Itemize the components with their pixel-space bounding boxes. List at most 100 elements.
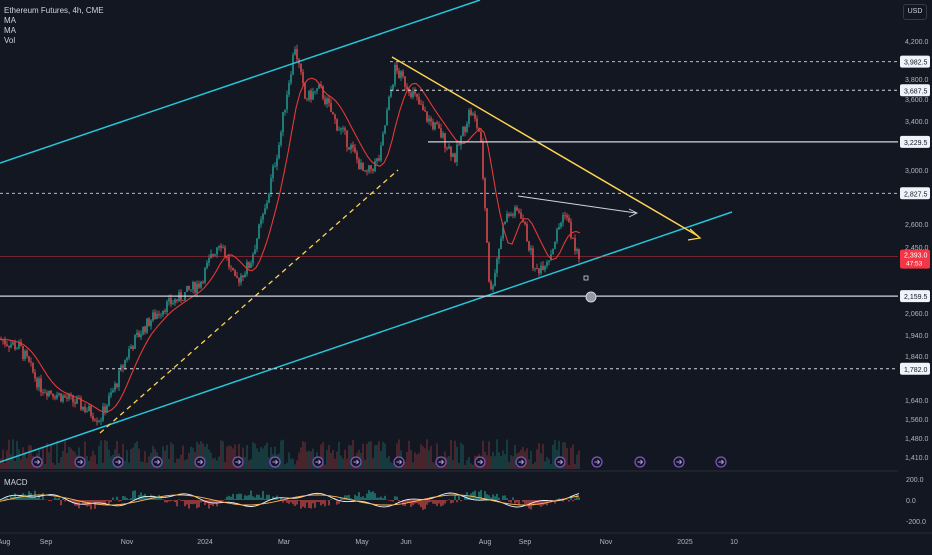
volume-bar <box>500 456 501 469</box>
candle-body <box>554 242 555 249</box>
candle-body <box>100 420 101 421</box>
macd-histogram-bar <box>292 500 293 504</box>
macd-label[interactable]: MACD <box>4 478 28 487</box>
descending-trendline[interactable] <box>392 57 698 236</box>
candle-body <box>90 406 91 416</box>
macd-histogram-bar <box>372 491 373 500</box>
macd-histogram-bar <box>188 500 189 509</box>
volume-bar <box>504 454 505 469</box>
macd-histogram-bar <box>424 500 425 509</box>
price-level-label: 2,159.5 <box>904 294 927 301</box>
cursor-marker[interactable] <box>586 292 596 302</box>
candle-body <box>358 159 359 169</box>
volume-bar <box>94 455 95 469</box>
macd-histogram-bar <box>474 491 475 500</box>
candle-body <box>170 298 171 304</box>
candle-body <box>88 406 89 411</box>
candle-body <box>520 213 521 219</box>
volume-bar <box>382 442 383 469</box>
volume-bar <box>138 449 139 469</box>
candle-body <box>546 262 547 266</box>
candle-body <box>68 395 69 399</box>
candle-body <box>512 214 513 215</box>
projection-arrow-line[interactable] <box>518 196 636 213</box>
volume-bar <box>336 452 337 469</box>
candle-body <box>368 165 369 171</box>
volume-bar <box>128 463 129 469</box>
volume-bar <box>266 443 267 469</box>
candle-body <box>412 91 413 97</box>
candle-body <box>326 98 327 104</box>
macd-histogram-bar <box>196 500 197 508</box>
macd-histogram-bar <box>110 500 111 502</box>
macd-histogram-bar <box>58 498 59 500</box>
volume-bar <box>288 452 289 469</box>
macd-histogram-bar <box>514 500 515 504</box>
candle-body <box>166 302 167 313</box>
candle-body <box>360 163 361 170</box>
legend-ma-2[interactable]: MA <box>4 26 104 36</box>
candle-body <box>410 92 411 97</box>
macd-histogram-bar <box>412 500 413 505</box>
candle-body <box>486 208 487 243</box>
macd-histogram-bar <box>258 495 259 500</box>
candle-body <box>416 94 417 97</box>
legend-ma-1[interactable]: MA <box>4 16 104 26</box>
symbol-title[interactable]: Ethereum Futures, 4h, CME <box>4 6 104 16</box>
volume-bar <box>178 459 179 469</box>
volume-bar <box>68 447 69 469</box>
candle-body <box>210 254 211 258</box>
candle-body <box>578 249 579 259</box>
legend-vol[interactable]: Vol <box>4 36 104 46</box>
macd-histogram-bar <box>18 496 19 500</box>
volume-bar <box>100 440 101 469</box>
volume-bar <box>66 453 67 469</box>
price-tick-label: 1,940.0 <box>905 333 928 340</box>
currency-button[interactable]: USD <box>903 4 927 20</box>
candle-body <box>544 266 545 270</box>
candle-body <box>354 147 355 152</box>
macd-histogram-bar <box>438 500 439 503</box>
volume-bar <box>546 457 547 469</box>
moving-average-line[interactable] <box>0 78 580 412</box>
macd-histogram-bar <box>360 497 361 500</box>
volume-bar <box>462 445 463 469</box>
candle-body <box>536 268 537 269</box>
macd-histogram-bar <box>14 493 15 500</box>
macd-histogram-bar <box>316 500 317 502</box>
candle-body <box>234 270 235 276</box>
candle-body <box>496 259 497 273</box>
macd-histogram-bar <box>496 494 497 500</box>
volume-bar <box>450 440 451 469</box>
candle-body <box>284 110 285 112</box>
volume-bar <box>42 448 43 469</box>
macd-histogram-bar <box>192 500 193 504</box>
volume-bar <box>244 457 245 469</box>
macd-histogram-bar <box>502 496 503 500</box>
volume-bar <box>20 459 21 469</box>
volume-bar <box>498 452 499 469</box>
macd-histogram-bar <box>566 499 567 500</box>
volume-bar <box>392 463 393 469</box>
macd-histogram-bar <box>506 498 507 500</box>
candle-body <box>10 345 11 348</box>
candle-body <box>136 333 137 335</box>
macd-histogram-bar <box>246 496 247 500</box>
candle-body <box>374 161 375 171</box>
drawing-handle[interactable] <box>584 276 588 280</box>
macd-histogram-bar <box>516 500 517 502</box>
volume-bar <box>180 455 181 469</box>
candle-body <box>92 416 93 420</box>
candle-body <box>572 238 573 239</box>
price-tick-label: 2,600.0 <box>905 222 928 229</box>
candle-body <box>442 133 443 137</box>
volume-bar <box>204 447 205 469</box>
candle-body <box>332 112 333 114</box>
volume-bar <box>538 443 539 469</box>
macd-histogram-bar <box>40 499 41 500</box>
candle-body <box>498 249 499 259</box>
dashed-trendline[interactable] <box>100 170 398 433</box>
volume-bar <box>378 441 379 469</box>
